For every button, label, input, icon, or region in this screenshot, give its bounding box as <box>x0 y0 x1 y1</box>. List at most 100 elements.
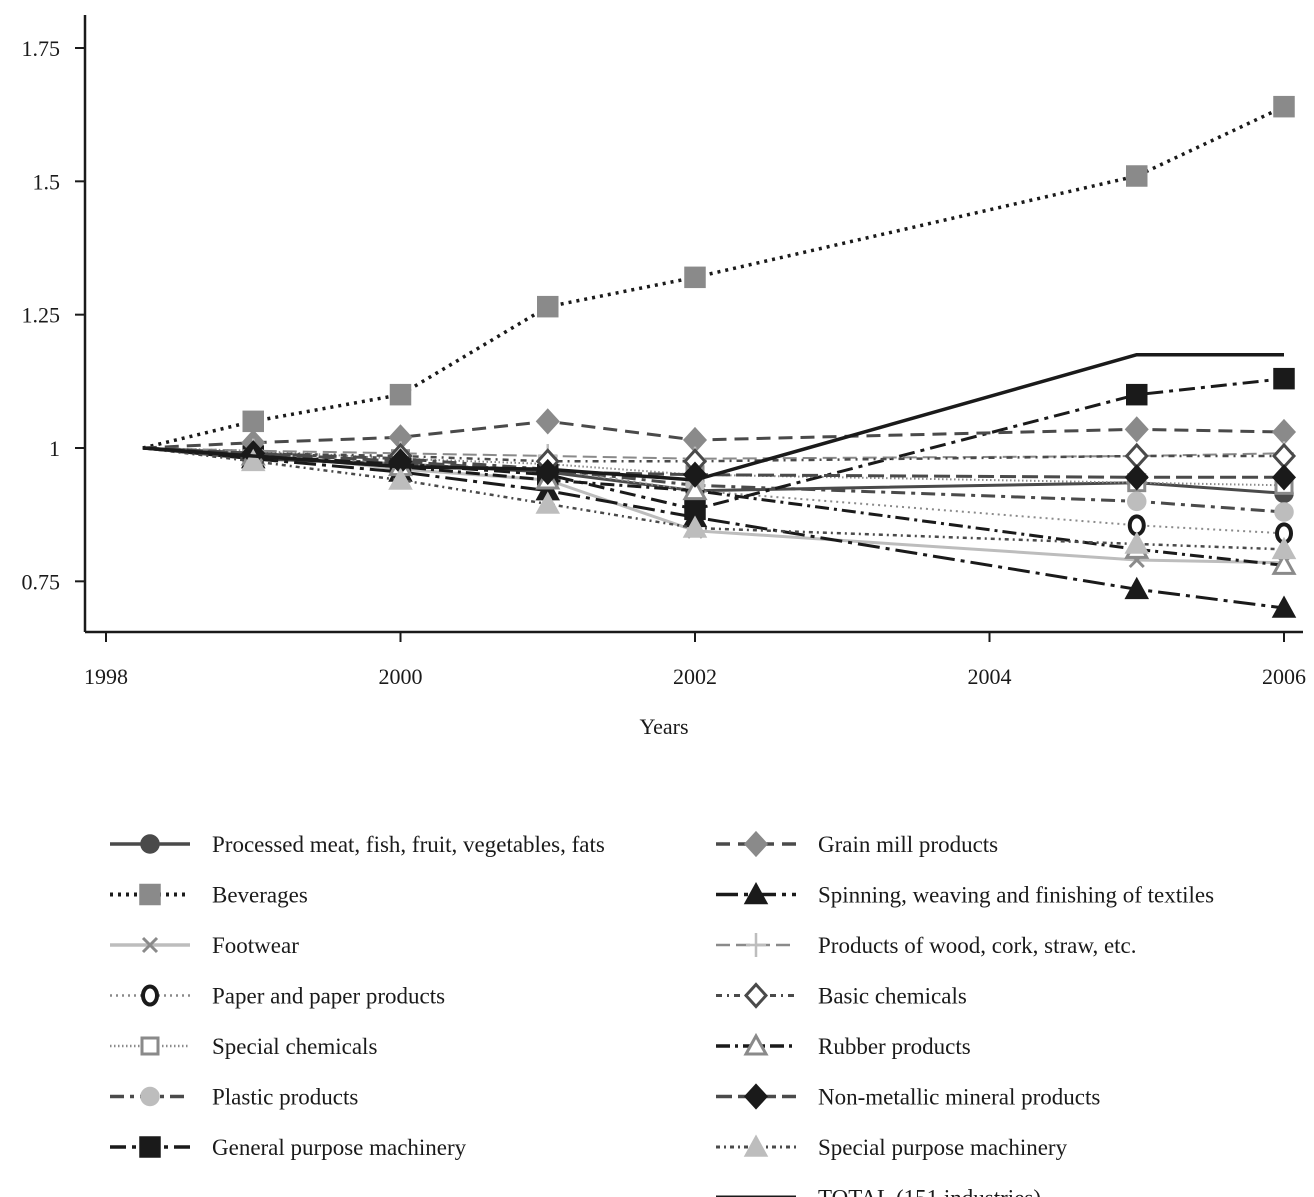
y-tick-label: 1.75 <box>22 36 61 61</box>
series-point <box>240 448 266 472</box>
series-point <box>1271 552 1297 575</box>
legend-swatch-marker <box>746 933 766 957</box>
legend-swatch-marker <box>743 982 769 1009</box>
series-point <box>1271 442 1297 470</box>
series-point <box>1126 383 1148 406</box>
legend-label: Spinning, weaving and finishing of texti… <box>818 883 1214 908</box>
legend-item: Non-metallic mineral products <box>716 1083 1100 1110</box>
series-point <box>682 515 708 538</box>
series-point <box>535 491 561 514</box>
x-tick-label: 2006 <box>1262 664 1306 689</box>
series-point <box>388 467 413 490</box>
legend-swatch-marker <box>743 830 769 858</box>
series-point <box>1271 536 1297 560</box>
legend-label: Special purpose machinery <box>818 1135 1068 1160</box>
series-line <box>142 105 1285 450</box>
legend-swatch-marker <box>743 1134 769 1157</box>
series-8 <box>142 408 1297 456</box>
legend-item: Plastic products <box>110 1085 358 1110</box>
legend-swatch-marker <box>140 1086 160 1107</box>
series-line <box>142 419 1285 450</box>
series-13 <box>142 440 1297 491</box>
y-tick-label: 1.5 <box>33 169 61 194</box>
legend-item: Special purpose machinery <box>716 1134 1068 1160</box>
series-point <box>1271 418 1297 446</box>
legend-label: Basic chemicals <box>818 984 967 1009</box>
series-line <box>142 447 1285 460</box>
legend-swatch-marker <box>141 984 159 1007</box>
ticks: 1998 2000 2002 2004 2006 0.75 1 1.25 1.5 1.75 <box>22 36 1307 689</box>
legend-label: General purpose machinery <box>212 1135 467 1160</box>
legend-swatch-marker <box>139 1136 161 1158</box>
x-tick-label: 2000 <box>379 664 423 689</box>
legend-item: Grain mill products <box>716 830 998 858</box>
series-14 <box>142 446 1297 560</box>
series-point <box>1273 95 1295 118</box>
series-point <box>1271 595 1297 618</box>
legend-swatch-marker <box>743 1032 769 1056</box>
legend-item: Footwear <box>110 933 299 958</box>
series-point <box>535 408 560 435</box>
series-2 <box>142 95 1295 450</box>
legend-item: Rubber products <box>716 1032 971 1059</box>
series-point <box>1127 491 1147 512</box>
legend-swatch-marker <box>141 936 159 954</box>
series-line <box>142 352 1284 482</box>
legend-swatch-marker <box>743 881 769 905</box>
legend-label: Rubber products <box>818 1034 971 1059</box>
legend-swatch-marker <box>140 1036 160 1056</box>
legend-swatch-marker <box>139 883 161 906</box>
y-tick-label: 1 <box>49 436 60 461</box>
series-point <box>684 266 706 289</box>
legend-label: Grain mill products <box>818 832 998 857</box>
series-point <box>1124 576 1150 600</box>
legend-item: Processed meat, fish, fruit, vegetables,… <box>110 832 605 857</box>
series-point <box>1124 416 1149 443</box>
axes <box>83 15 1303 634</box>
x-axis-title: Years <box>639 714 688 739</box>
series-point <box>389 383 412 406</box>
legend-item: Special chemicals <box>110 1034 377 1059</box>
legend-item: Beverages <box>110 883 308 908</box>
y-tick-label: 1.25 <box>22 303 61 328</box>
series-point <box>1124 442 1149 470</box>
series-point <box>1124 531 1150 554</box>
legend-label: Special chemicals <box>212 1034 377 1059</box>
plot-area <box>142 95 1297 618</box>
x-tick-label: 2002 <box>673 664 717 689</box>
series-point <box>537 295 559 318</box>
legend-swatch-marker <box>743 1083 769 1110</box>
legend-item: General purpose machinery <box>110 1135 467 1160</box>
series-point <box>1271 464 1297 491</box>
legend-swatch-marker <box>140 834 160 854</box>
legend-label: Footwear <box>212 933 299 958</box>
series-15 <box>142 352 1284 482</box>
legend-label: TOTAL (151 industries) <box>818 1186 1041 1197</box>
marker-stroke <box>141 936 159 954</box>
x-tick-label: 2004 <box>968 664 1012 689</box>
legend-label: Products of wood, cork, straw, etc. <box>818 933 1137 958</box>
series-point <box>1273 367 1295 390</box>
legend: Processed meat, fish, fruit, vegetables,… <box>110 830 1214 1197</box>
series-point <box>1124 464 1149 491</box>
legend-item: Products of wood, cork, straw, etc. <box>716 933 1137 958</box>
legend-item: Basic chemicals <box>716 982 967 1009</box>
y-tick-label: 0.75 <box>22 569 61 594</box>
legend-item: TOTAL (151 industries) <box>716 1186 1041 1197</box>
series-point <box>242 410 264 433</box>
series-line <box>142 447 1285 487</box>
x-tick-label: 1998 <box>84 664 128 689</box>
legend-label: Processed meat, fish, fruit, vegetables,… <box>212 832 605 857</box>
series-point <box>1126 165 1148 187</box>
series-7 <box>142 367 1295 521</box>
legend-item: Paper and paper products <box>110 984 445 1009</box>
legend-label: Non-metallic mineral products <box>818 1085 1100 1110</box>
legend-item: Spinning, weaving and finishing of texti… <box>716 881 1214 908</box>
legend-label: Plastic products <box>212 1085 358 1110</box>
series-point <box>682 477 708 501</box>
legend-label: Paper and paper products <box>212 984 445 1009</box>
series-11 <box>142 440 1297 475</box>
legend-label: Beverages <box>212 883 308 908</box>
series-point <box>1274 502 1294 522</box>
